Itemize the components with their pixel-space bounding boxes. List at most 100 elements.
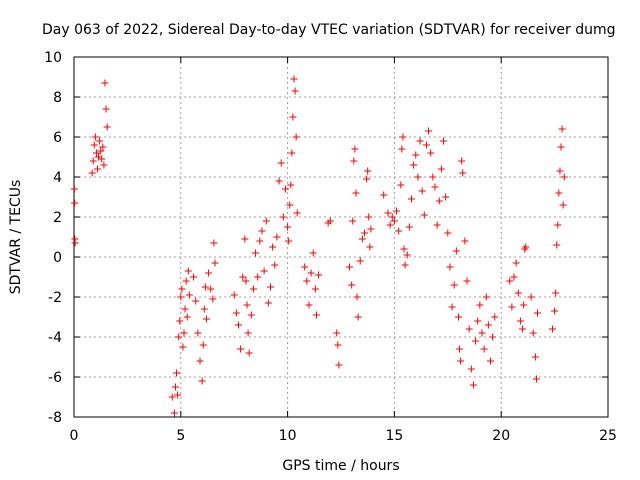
data-point (448, 303, 456, 311)
data-point (437, 165, 445, 173)
data-point (92, 149, 100, 157)
data-point (290, 75, 298, 83)
data-point (534, 309, 542, 317)
data-point (463, 277, 471, 285)
data-point (243, 301, 251, 309)
data-point (200, 305, 208, 313)
y-axis-label: SDTVAR / TECUs (8, 180, 24, 295)
data-point (256, 237, 264, 245)
data-point (258, 227, 266, 235)
data-point (452, 247, 460, 255)
data-point (559, 201, 567, 209)
data-point (354, 313, 362, 321)
x-tick-label: 10 (279, 428, 297, 444)
data-point (170, 409, 178, 417)
data-point (176, 317, 184, 325)
data-point (281, 185, 289, 193)
data-point (273, 233, 281, 241)
data-point (292, 133, 300, 141)
data-point (247, 311, 255, 319)
data-point (288, 149, 296, 157)
data-point (174, 391, 182, 399)
data-point (175, 333, 183, 341)
data-point (309, 249, 317, 257)
data-point (286, 201, 294, 209)
data-point (555, 189, 563, 197)
data-point (360, 229, 368, 237)
data-point (514, 289, 522, 297)
data-point (252, 249, 260, 257)
data-point (467, 365, 475, 373)
data-point (237, 345, 245, 353)
data-point (168, 393, 176, 401)
data-point (551, 307, 559, 315)
data-point (242, 277, 250, 285)
data-point (198, 377, 206, 385)
data-point (554, 221, 562, 229)
data-point (326, 217, 334, 225)
data-point (98, 155, 106, 163)
y-tick-label: 10 (44, 50, 62, 66)
data-point (352, 189, 360, 197)
data-point (433, 221, 441, 229)
data-point (291, 87, 299, 95)
data-point (202, 315, 210, 323)
data-point (358, 235, 366, 243)
data-point (461, 237, 469, 245)
data-point (244, 329, 252, 337)
x-axis-ticks: 0 5 10 15 20 25 (70, 57, 617, 444)
data-point (334, 341, 342, 349)
data-point (101, 79, 109, 87)
data-points (70, 75, 568, 417)
data-point (249, 285, 257, 293)
data-point (403, 251, 411, 259)
data-point (285, 237, 293, 245)
data-point (386, 221, 394, 229)
data-point (307, 269, 315, 277)
data-point (489, 333, 497, 341)
data-point (459, 169, 467, 177)
data-point (315, 271, 323, 279)
data-point (390, 217, 398, 225)
data-point (431, 183, 439, 191)
data-point (356, 257, 364, 265)
data-point (560, 173, 568, 181)
data-point (398, 145, 406, 153)
data-point (454, 313, 462, 321)
data-point (427, 149, 435, 157)
data-point (446, 263, 454, 271)
data-point (201, 283, 209, 291)
data-point (241, 235, 249, 243)
data-point (519, 325, 527, 333)
data-point (401, 261, 409, 269)
data-point (185, 291, 193, 299)
data-point (444, 229, 452, 237)
data-point (529, 329, 537, 337)
data-point (70, 185, 78, 193)
x-tick-label: 15 (385, 428, 403, 444)
data-point (465, 325, 473, 333)
data-point (211, 259, 219, 267)
data-point (183, 313, 191, 321)
data-point (239, 273, 247, 281)
data-point (279, 213, 287, 221)
x-tick-label: 25 (599, 428, 617, 444)
data-point (90, 141, 98, 149)
data-point (367, 225, 375, 233)
data-point (181, 305, 189, 313)
x-tick-label: 5 (176, 428, 185, 444)
y-tick-label: 6 (53, 130, 62, 146)
data-point (271, 261, 279, 269)
data-point (348, 281, 356, 289)
data-point (275, 177, 283, 185)
data-point (410, 161, 418, 169)
data-point (380, 191, 388, 199)
data-point (395, 227, 403, 235)
data-point (458, 157, 466, 165)
data-point (269, 243, 277, 251)
data-point (353, 293, 361, 301)
data-point (456, 345, 464, 353)
data-point (407, 195, 415, 203)
data-point (472, 337, 480, 345)
